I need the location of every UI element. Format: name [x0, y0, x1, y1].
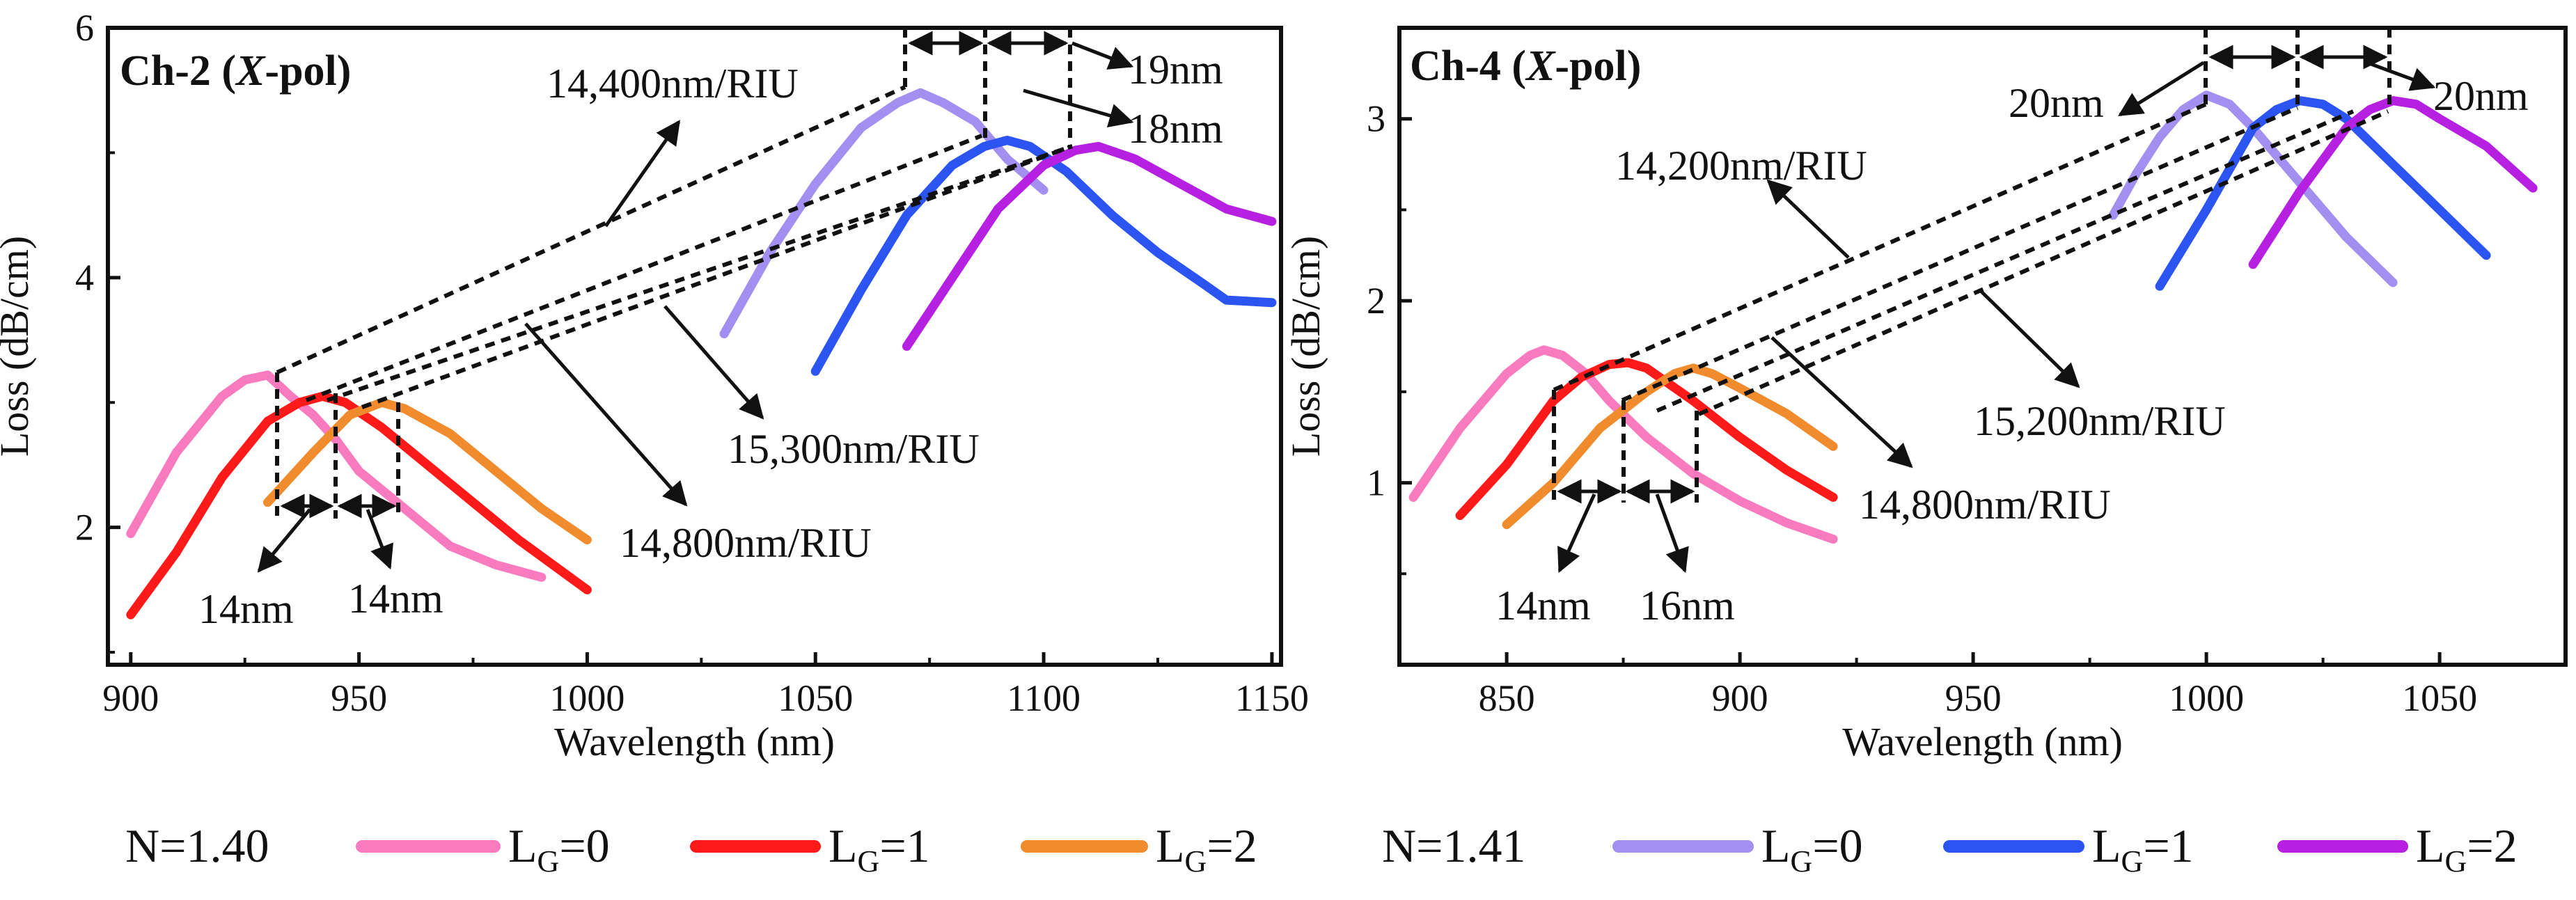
series-line [810, 136, 1277, 376]
series-line [2155, 96, 2491, 291]
legend-group-label: N=1.40 [125, 819, 269, 872]
callout-arrow [1655, 494, 1689, 574]
series-line [1408, 345, 1838, 544]
guide-layer [1552, 28, 2436, 574]
sensitivity-label: 15,300nm/RIU [728, 426, 980, 472]
series-line [1502, 363, 1838, 530]
panel-title: Ch-4 (X-pol) [1410, 42, 1641, 90]
callout-arrow [1979, 290, 2080, 388]
sensitivity-label: 14,800nm/RIU [1859, 482, 2111, 528]
legend: N=1.40 LG=0 LG=1 LG=2 N=1.41 LG=0 LG=1 L… [125, 819, 2518, 878]
x-axis-title: Wavelength (nm) [554, 719, 835, 764]
callout-arrow [524, 322, 688, 507]
callout-arrow [2118, 61, 2205, 117]
panel-title: Ch-2 (X-pol) [120, 47, 351, 95]
legend-entry-label: LG=1 [828, 819, 930, 878]
legend-entry-label: LG=0 [508, 819, 610, 878]
x-tick-label: 900 [102, 677, 159, 719]
x-tick-label: 950 [1945, 677, 2002, 719]
x-tick-label: 900 [1712, 677, 1768, 719]
spacing-label: 14nm [198, 586, 294, 632]
axes: 900 950 1000 1050 1100 1150 2 4 6 Wavelength (nm)… [0, 7, 1309, 764]
y-axis-title: Loss (dB/cm) [1283, 236, 1328, 457]
axes: 850 900 950 1000 1050 1 2 3 Wavelength (nm) Loss … [1283, 26, 2568, 764]
callout-arrow [2366, 61, 2436, 91]
y-tick-label: 2 [75, 507, 94, 548]
spacing-label: 20nm [2433, 73, 2529, 119]
callout-arrow [1023, 88, 1134, 128]
spacing-label: 14nm [348, 576, 443, 622]
series-line [126, 370, 547, 582]
sensitivity-label: 14,400nm/RIU [547, 61, 799, 106]
y-tick-label: 3 [1367, 98, 1385, 140]
x-tick-label: 1050 [2402, 677, 2477, 719]
callout-arrow [663, 305, 764, 420]
chart-panel-ch4: 14,200nm/RIU 15,200nm/RIU 14,800nm/RIU 2… [1283, 26, 2568, 764]
series-line [2108, 90, 2398, 287]
series-line [2248, 96, 2538, 269]
dashed-link-line [1697, 109, 2389, 416]
dashed-link-line [1656, 109, 2355, 413]
y-tick-label: 2 [1367, 280, 1385, 322]
x-tick-label: 1100 [1007, 677, 1081, 719]
callout-arrow [1766, 179, 1850, 259]
y-tick-label: 1 [1367, 462, 1385, 504]
dashed-link-line [361, 144, 1074, 409]
plot-frame [1397, 26, 2568, 667]
spacing-label: 20nm [2009, 80, 2104, 126]
legend-entry-label: LG=2 [2416, 819, 2518, 878]
series-layer [1408, 90, 2538, 544]
dashed-link-line [1621, 106, 2299, 402]
sensitivity-label: 14,800nm/RIU [620, 520, 872, 566]
x-tick-label: 1050 [778, 677, 853, 719]
x-tick-label: 850 [1479, 677, 1535, 719]
legend-group-n141: N=1.41 LG=0 LG=1 LG=2 [1382, 819, 2518, 878]
legend-group-label: N=1.41 [1382, 819, 1525, 872]
x-tick-label: 950 [331, 677, 387, 719]
x-axis-title: Wavelength (nm) [1842, 719, 2123, 764]
dashed-link-line [276, 85, 906, 374]
y-tick-label: 4 [75, 257, 94, 299]
legend-group-n140: N=1.40 LG=0 LG=1 LG=2 [125, 819, 1257, 878]
legend-entry-label: LG=0 [1761, 819, 1863, 878]
x-tick-label: 1000 [549, 677, 625, 719]
series-line [1455, 358, 1838, 521]
series-line [902, 141, 1277, 351]
callout-arrow [366, 509, 393, 570]
legend-entry-label: LG=1 [2092, 819, 2194, 878]
spacing-label: 16nm [1640, 583, 1735, 629]
callout-arrow [257, 508, 311, 573]
dashed-link-line [1553, 102, 2207, 392]
guide-layer [257, 28, 1134, 573]
x-tick-label: 1000 [2169, 677, 2244, 719]
sensitivity-label: 15,200nm/RIU [1974, 398, 2226, 444]
x-tick-label: 1150 [1235, 677, 1309, 719]
y-tick-label: 6 [75, 7, 94, 49]
dashed-link-line [327, 144, 1073, 402]
series-line [263, 397, 592, 545]
y-axis-title: Loss (dB/cm) [0, 236, 37, 457]
callout-arrow [604, 120, 681, 228]
legend-entry-label: LG=2 [1156, 819, 1257, 878]
spacing-label: 18nm [1128, 106, 1223, 152]
spacing-label: 19nm [1128, 47, 1223, 93]
chart-panel-ch2: 14,400nm/RIU 15,300nm/RIU 14,800nm/RIU 1… [0, 7, 1309, 764]
spacing-label: 14nm [1495, 583, 1591, 629]
sensitivity-label: 14,200nm/RIU [1615, 143, 1867, 189]
series-layer [126, 88, 1277, 619]
callout-arrow [1071, 41, 1134, 70]
callout-arrow [1557, 493, 1596, 574]
dashed-link-line [305, 134, 983, 402]
plot-frame [106, 26, 1283, 667]
callout-arrow [1770, 336, 1913, 468]
